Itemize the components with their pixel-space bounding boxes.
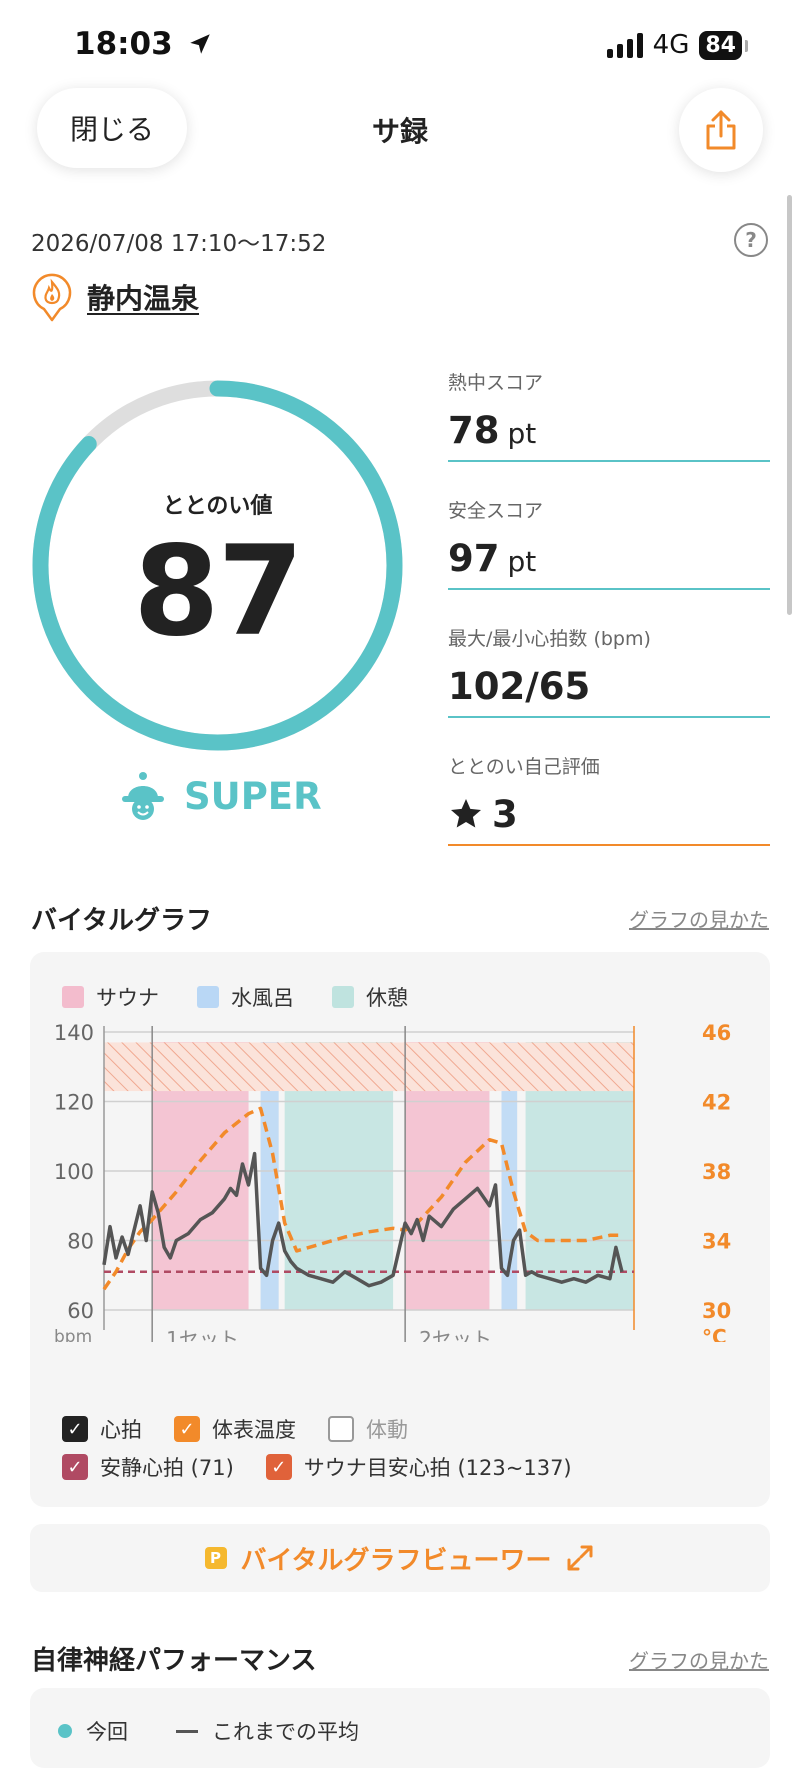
hat-mascot-icon (122, 772, 164, 820)
heart-rate-range: 最大/最小心拍数 (bpm) 102/65 (448, 624, 770, 718)
toggle-resting-hr[interactable]: ✓ 安静心拍 (71) (62, 1452, 234, 1482)
totonoi-progress-arc (32, 380, 403, 751)
toggle-heart-rate[interactable]: ✓ 心拍 (62, 1414, 142, 1444)
heart-rate-checkbox[interactable]: ✓ (62, 1416, 88, 1442)
totonoi-rank: SUPER (120, 770, 322, 822)
vital-graph-viewer-button[interactable]: P バイタルグラフビューワー (30, 1524, 770, 1592)
scrollbar[interactable] (787, 195, 792, 615)
y-right-tick-46: 46 (702, 1022, 731, 1045)
toggle-target-hr[interactable]: ✓ サウナ目安心拍 (123~137) (265, 1452, 572, 1482)
safety-score-unit: pt (507, 545, 537, 578)
network-type: 4G (652, 30, 690, 60)
body-motion-checkbox[interactable] (328, 1416, 354, 1442)
current-marker (58, 1724, 72, 1738)
toggle-body-motion[interactable]: 体動 (328, 1414, 408, 1444)
y-right-tick-34: 34 (702, 1230, 731, 1254)
toggle-body-temp[interactable]: ✓ 体表温度 (174, 1414, 296, 1444)
self-rating[interactable]: ととのい自己評価 3 (448, 752, 770, 846)
rest-swatch (332, 986, 354, 1008)
toggle-body-temp-label: 体表温度 (212, 1418, 296, 1442)
session-datetime: 2026/07/08 17:10～17:52 (31, 231, 327, 257)
chart-toggles-row1: ✓ 心拍 ✓ 体表温度 体動 (62, 1414, 408, 1444)
set-label-1: 1セット (166, 1327, 239, 1342)
vital-graph-help-link[interactable]: グラフの見かた (629, 908, 769, 932)
target-hr-band (104, 1042, 634, 1092)
heat-score: 熱中スコア 78 pt (448, 368, 770, 462)
y-right-tick-30: 30 (702, 1299, 731, 1323)
target-hr-checkbox[interactable]: ✓ (265, 1454, 292, 1480)
facility-link[interactable]: 静内温泉 (31, 272, 199, 322)
vital-chart[interactable]: 60 80 100 120 140 30 34 38 42 46 1セット 2セット bpm °C (30, 1022, 770, 1342)
y-left-unit: bpm (54, 1327, 92, 1342)
vital-graph-title: バイタルグラフ (31, 906, 212, 936)
totonoi-value: 87 (133, 520, 304, 664)
rank-label: SUPER (184, 774, 322, 818)
status-indicators: 4G 84 (606, 30, 748, 60)
location-arrow-icon (190, 34, 211, 54)
y-right-tick-38: 38 (702, 1160, 731, 1184)
cellular-signal-icon (606, 32, 643, 58)
nerve-performance-help-link[interactable]: グラフの見かた (629, 1649, 769, 1673)
toggle-resting-hr-label: 安静心拍 (71) (100, 1456, 234, 1480)
vital-graph-card: サウナ 水風呂 休憩 60 80 100 120 140 30 34 38 42 46 1セット 2セ… (30, 952, 770, 1507)
toggle-body-motion-label: 体動 (366, 1418, 408, 1442)
toggle-heart-rate-label: 心拍 (100, 1418, 142, 1442)
share-button[interactable] (679, 88, 763, 172)
totonoi-gauge (32, 380, 403, 751)
help-icon[interactable]: ? (734, 223, 768, 257)
cold-bath-swatch (197, 986, 219, 1008)
heart-rate-range-value: 102/65 (448, 665, 770, 718)
star-icon (451, 799, 481, 828)
chart-toggles-row2: ✓ 安静心拍 (71) ✓ サウナ目安心拍 (123~137) (62, 1452, 572, 1482)
safety-score-label: 安全スコア (448, 500, 544, 522)
heat-score-label: 熱中スコア (448, 372, 544, 394)
toggle-target-hr-label: サウナ目安心拍 (123~137) (303, 1456, 572, 1480)
y-right-tick-42: 42 (702, 1091, 731, 1115)
heat-score-unit: pt (507, 417, 537, 450)
legend-current-label: 今回 (86, 1720, 128, 1744)
facility-name: 静内温泉 (87, 282, 200, 315)
page-title: サ録 (371, 115, 428, 148)
status-time: 18:03 (74, 26, 213, 62)
sauna-swatch (62, 986, 84, 1008)
legend-average-label: これまでの平均 (212, 1720, 359, 1744)
viewer-label: バイタルグラフビューワー (240, 1545, 552, 1576)
legend-cold-bath-label: 水風呂 (231, 986, 294, 1010)
y-left-tick-80: 80 (67, 1230, 94, 1254)
y-left-tick-100: 100 (54, 1160, 94, 1184)
heat-score-value: 78 (448, 409, 500, 452)
y-right-unit: °C (702, 1325, 727, 1342)
safety-score: 安全スコア 97 pt (448, 496, 770, 590)
premium-badge: P (204, 1547, 227, 1569)
heart-rate-range-label: 最大/最小心拍数 (bpm) (448, 628, 651, 650)
heart-rate-line (102, 1151, 624, 1288)
body-temp-line (102, 1106, 622, 1291)
body-temp-checkbox[interactable]: ✓ (174, 1416, 200, 1442)
y-left-tick-120: 120 (54, 1091, 94, 1115)
y-left-tick-60: 60 (67, 1299, 94, 1323)
sauna-facility-icon (32, 273, 72, 322)
expand-icon (567, 1545, 593, 1571)
nerve-performance-title: 自律神経パフォーマンス (31, 1646, 317, 1676)
legend-cold-bath: 水風呂 (197, 982, 294, 1012)
battery-icon: 84 (699, 30, 748, 60)
nerve-legend: 今回 これまでの平均 (58, 1716, 359, 1746)
self-rating-value: 3 (492, 793, 518, 836)
resting-hr-checkbox[interactable]: ✓ (62, 1454, 88, 1480)
totonoi-label: ととのい値 (162, 494, 273, 519)
close-button[interactable]: 閉じる (37, 88, 187, 168)
legend-rest: 休憩 (332, 982, 408, 1012)
share-icon (706, 110, 736, 150)
safety-score-value: 97 (448, 537, 500, 580)
set-label-2: 2セット (419, 1327, 492, 1342)
legend-sauna: サウナ (62, 982, 159, 1012)
phase-band-cold-1 (260, 1042, 279, 1310)
legend-rest-label: 休憩 (366, 986, 408, 1010)
self-rating-label: ととのい自己評価 (448, 756, 600, 778)
phase-legend: サウナ 水風呂 休憩 (62, 982, 408, 1012)
legend-sauna-label: サウナ (96, 986, 159, 1010)
y-left-tick-140: 140 (54, 1022, 94, 1045)
